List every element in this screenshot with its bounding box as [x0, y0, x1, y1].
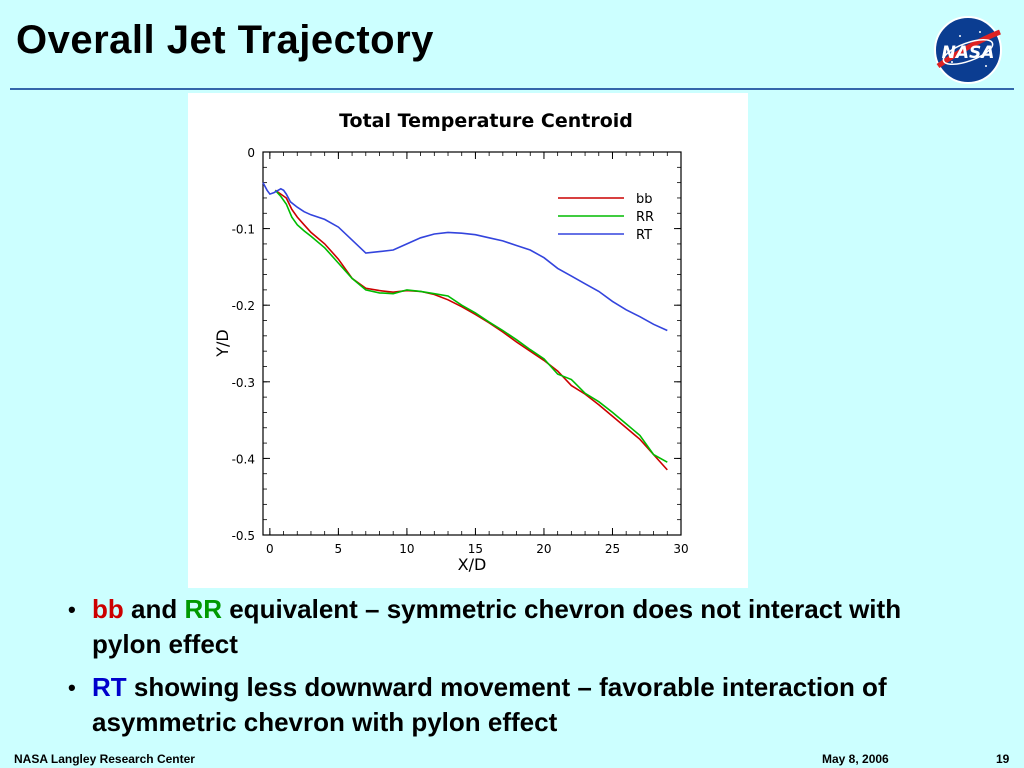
nasa-logo-text: NASA — [942, 43, 995, 63]
bullet-text: RR — [184, 594, 222, 624]
bullet-dot: • — [68, 597, 76, 622]
y-axis: 0 -0.1 -0.2 -0.3 -0.4 -0.5 — [232, 146, 681, 543]
series-line-RR — [274, 189, 668, 463]
title-divider — [10, 88, 1014, 90]
bullet-list: • bb and RR equivalent – symmetric chevr… — [68, 592, 968, 748]
y-tick-label: -0.1 — [232, 223, 255, 237]
footer-organization: NASA Langley Research Center — [14, 752, 195, 766]
chart-panel: Total Temperature Centroid 0 -0.1 -0.2 -0.3… — [188, 93, 748, 588]
bullet-text: and — [123, 594, 185, 624]
slide-title: Overall Jet Trajectory — [16, 18, 434, 62]
legend-label-bb: bb — [636, 192, 653, 207]
trajectory-chart: Total Temperature Centroid 0 -0.1 -0.2 -0.3… — [213, 110, 689, 574]
x-tick-label: 10 — [399, 542, 414, 556]
bullet-dot: • — [68, 675, 76, 700]
y-tick-label: -0.2 — [232, 299, 255, 313]
legend-label-RR: RR — [636, 210, 654, 225]
legend-label-RT: RT — [636, 228, 652, 243]
series-lines — [262, 182, 668, 471]
y-tick-label: -0.5 — [232, 529, 255, 543]
bullet-text: equivalent – symmetric chevron does not … — [92, 594, 902, 659]
x-tick-label: 20 — [536, 542, 551, 556]
nasa-logo-icon: NASA — [934, 16, 1002, 84]
footer-date: May 8, 2006 — [822, 752, 889, 766]
x-axis-label: X/D — [458, 555, 487, 574]
bullet-item: • bb and RR equivalent – symmetric chevr… — [68, 592, 968, 662]
x-axis: 0 5 10 15 20 25 30 — [266, 152, 689, 556]
y-tick-label: -0.3 — [232, 376, 255, 390]
series-line-RT — [262, 182, 668, 332]
bullet-text: RT — [92, 672, 127, 702]
x-tick-label: 25 — [605, 542, 620, 556]
bullet-text: bb — [92, 594, 124, 624]
bullet-item: • RT showing less downward movement – fa… — [68, 670, 968, 740]
y-axis-label: Y/D — [213, 329, 232, 357]
x-tick-label: 5 — [335, 542, 343, 556]
chart-title: Total Temperature Centroid — [339, 110, 633, 132]
page-number: 19 — [996, 752, 1010, 766]
y-tick-label: -0.4 — [232, 452, 255, 466]
x-tick-label: 15 — [468, 542, 483, 556]
series-line-bb — [274, 189, 668, 471]
x-tick-label: 30 — [673, 542, 688, 556]
plot-frame — [262, 151, 682, 536]
chart-legend: bb RR RT — [558, 192, 654, 243]
y-tick-label: 0 — [247, 146, 255, 160]
x-tick-label: 0 — [266, 542, 274, 556]
bullet-text: showing less downward movement – favorab… — [92, 672, 887, 737]
